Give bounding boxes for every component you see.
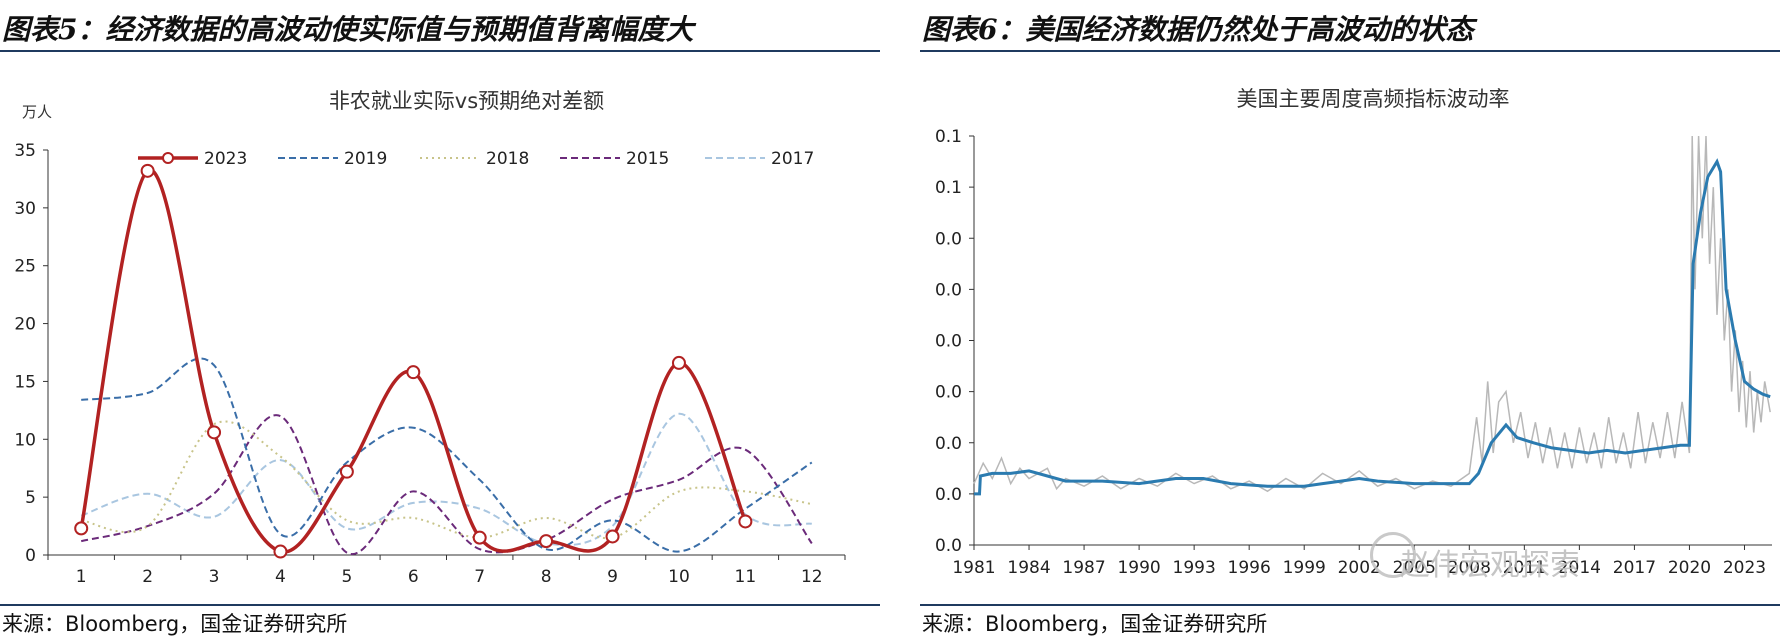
data-point-2023 (207, 425, 222, 440)
y-tick-label: 25 (14, 257, 36, 277)
y-tick-label: 0.0 (935, 485, 962, 505)
figure-title-right: 图表6：美国经济数据仍然处于高波动的状态 (922, 13, 1474, 46)
left-panel: 图表5：经济数据的高波动使实际值与预期值背离幅度大 来源：Bloomberg，国… (0, 0, 880, 644)
legend-marker-2023 (162, 152, 174, 164)
legend-label-2019: 2019 (344, 149, 387, 169)
source-left: 来源：Bloomberg，国金证券研究所 (2, 612, 348, 636)
series-line-2019 (81, 357, 813, 553)
y-tick-label: 0 (25, 546, 36, 566)
x-tick-label: 8 (541, 567, 552, 587)
data-point-2023 (738, 514, 753, 529)
x-tick-label: 1999 (1283, 558, 1326, 578)
series-line-2015 (80, 414, 813, 556)
x-tick-label: 1996 (1228, 558, 1271, 578)
series-line-raw (973, 135, 1771, 493)
x-tick-label: 1987 (1062, 558, 1105, 578)
data-point-2023 (339, 464, 354, 479)
figure-title-left: 图表5：经济数据的高波动使实际值与预期值背离幅度大 (2, 13, 694, 46)
y-tick-label: 0.0 (935, 434, 962, 454)
y-tick-label: 20 (14, 315, 36, 335)
x-tick-label: 2017 (1613, 558, 1656, 578)
x-tick-label: 2023 (1723, 558, 1766, 578)
x-tick-label: 3 (209, 567, 220, 587)
x-tick-label: 10 (668, 567, 690, 587)
series-line-smoothed (974, 158, 1771, 496)
data-point-2023 (539, 534, 554, 549)
x-tick-label: 2008 (1448, 558, 1491, 578)
bottom-rule-right (920, 604, 1780, 606)
legend-label-2015: 2015 (626, 149, 669, 169)
watermark: 赵伟宏观探索 (1400, 548, 1580, 583)
data-point-2023 (74, 521, 89, 536)
bottom-rule-left (0, 604, 880, 606)
y-tick-label: 35 (14, 141, 36, 161)
x-tick-label: 1990 (1117, 558, 1160, 578)
series-line-2018 (81, 420, 812, 540)
legend-label-2018: 2018 (486, 149, 529, 169)
y-tick-label: 10 (14, 430, 36, 450)
x-tick-label: 1981 (952, 558, 995, 578)
x-tick-label: 4 (275, 567, 286, 587)
volatility-chart: 美国主要周度高频指标波动率 0.0 0.0 0.0 0.0 0.0 0.0 0.0 0.1 0.1… (935, 87, 1772, 578)
y-tick-label: 30 (14, 199, 36, 219)
x-tick-label: 5 (341, 567, 352, 587)
legend-label-2023: 2023 (204, 149, 247, 169)
x-tick-label: 11 (735, 567, 757, 587)
data-point-2023 (273, 544, 288, 559)
x-tick-label: 9 (607, 567, 618, 587)
chart-title: 非农就业实际vs预期绝对差额 (329, 89, 604, 113)
y-tick-label: 0.0 (935, 332, 962, 352)
legend-label-2017: 2017 (771, 149, 814, 169)
wechat-icon (1370, 532, 1416, 578)
x-tick-label: 2011 (1503, 558, 1546, 578)
source-right: 来源：Bloomberg，国金证券研究所 (922, 612, 1268, 636)
data-point-2023 (406, 365, 421, 380)
y-tick-label: 0.1 (935, 178, 962, 198)
x-tick-label: 2014 (1558, 558, 1601, 578)
y-tick-label: 0.0 (935, 280, 962, 300)
x-tick-label: 2002 (1338, 558, 1381, 578)
series-line-2017 (80, 412, 812, 547)
x-tick-label: 7 (474, 567, 485, 587)
unit-label: 万人 (22, 103, 52, 121)
x-tick-label: 12 (801, 567, 823, 587)
data-point-2023 (140, 163, 155, 178)
y-tick-label: 0.0 (935, 383, 962, 403)
y-tick-label: 15 (14, 372, 36, 392)
series-line-2023 (79, 168, 748, 554)
chart-title: 美国主要周度高频指标波动率 (1237, 87, 1510, 111)
y-tick-label: 0.0 (935, 229, 962, 249)
top-rule-right (920, 50, 1780, 52)
x-tick-label: 2020 (1668, 558, 1711, 578)
data-point-2023 (671, 355, 686, 370)
y-tick-label: 0.1 (935, 127, 962, 147)
data-point-2023 (472, 530, 487, 545)
data-point-2023 (605, 529, 620, 544)
right-panel: 图表6：美国经济数据仍然处于高波动的状态 来源：Bloomberg，国金证券研究… (920, 0, 1780, 644)
x-tick-label: 2 (142, 567, 153, 587)
x-tick-label: 1984 (1007, 558, 1050, 578)
x-tick-label: 1 (76, 567, 87, 587)
y-tick-label: 0.0 (935, 536, 962, 556)
x-tick-label: 1993 (1173, 558, 1216, 578)
y-tick-label: 5 (25, 488, 36, 508)
x-tick-label: 6 (408, 567, 419, 587)
top-rule-left (0, 50, 880, 52)
